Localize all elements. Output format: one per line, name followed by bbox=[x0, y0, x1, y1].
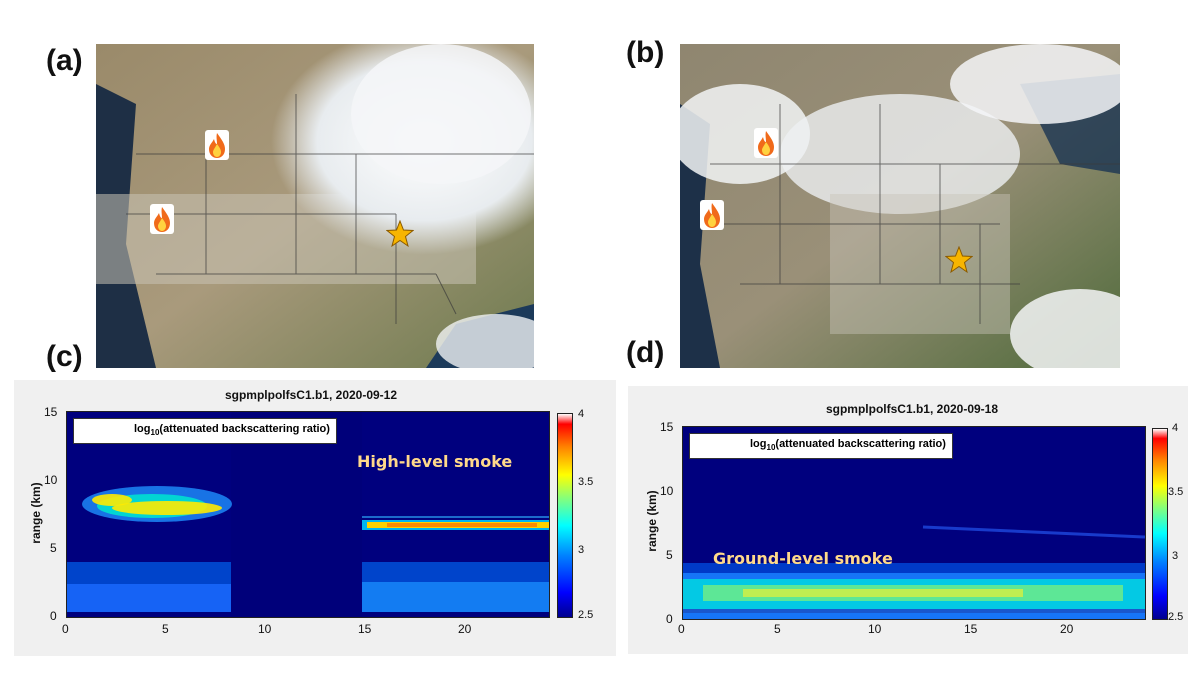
fire-icon-shape bbox=[758, 131, 774, 156]
colorbar-tick: 3 bbox=[1172, 550, 1179, 562]
colorbar-tick: 3.5 bbox=[1168, 486, 1184, 498]
colorbar-tick: 3 bbox=[578, 544, 585, 556]
fire-icon bbox=[205, 130, 229, 160]
fire-icon-shape bbox=[154, 207, 170, 232]
fire-icon-shape bbox=[209, 133, 225, 158]
map-b-image bbox=[680, 44, 1120, 368]
legend-prefix: log bbox=[750, 438, 767, 450]
lidar-legend-c: log10(attenuated backscattering ratio) bbox=[73, 418, 337, 445]
legend-suffix: (attenuated backscattering ratio) bbox=[775, 438, 946, 450]
y-tick-label: 10 bbox=[44, 473, 58, 487]
legend-subscript: 10 bbox=[766, 443, 776, 453]
y-tick-label: 5 bbox=[666, 548, 673, 562]
smoke-annotation-d: Ground-level smoke bbox=[713, 549, 893, 568]
panel-label-a: (a) bbox=[46, 44, 83, 77]
colorbar-tick: 2.5 bbox=[578, 609, 594, 621]
x-tick-label: 20 bbox=[1060, 622, 1074, 636]
x-tick-label: 0 bbox=[62, 622, 69, 636]
x-tick-label: 10 bbox=[258, 622, 272, 636]
y-axis-label-d: range (km) bbox=[645, 490, 659, 552]
colorbar-tick: 4 bbox=[578, 408, 585, 420]
y-tick-label: 0 bbox=[666, 612, 673, 626]
x-tick-label: 15 bbox=[964, 622, 978, 636]
lidar-image-c bbox=[67, 412, 549, 617]
legend-suffix: (attenuated backscattering ratio) bbox=[159, 423, 330, 435]
x-tick-label: 10 bbox=[868, 622, 882, 636]
lidar-panel-d: sgpmplpolfsC1.b1, 2020-09-18 log10(atten… bbox=[628, 386, 1188, 654]
colorbar-tick: 3.5 bbox=[578, 476, 594, 488]
colorbar-tick: 4 bbox=[1172, 422, 1179, 434]
x-tick-label: 5 bbox=[774, 622, 781, 636]
map-a-image bbox=[96, 44, 534, 368]
colorbar-c bbox=[557, 413, 573, 618]
satellite-map-a bbox=[96, 44, 534, 368]
y-tick-label: 10 bbox=[660, 484, 674, 498]
lidar-panel-c: sgpmplpolfsC1.b1, 2020-09-12 log10(atten… bbox=[14, 380, 616, 656]
y-tick-label: 0 bbox=[50, 609, 57, 623]
legend-subscript: 10 bbox=[150, 428, 160, 438]
y-tick-label: 15 bbox=[660, 420, 674, 434]
fire-icon-shape bbox=[704, 203, 720, 228]
lidar-title-d: sgpmplpolfsC1.b1, 2020-09-18 bbox=[825, 402, 999, 416]
lidar-plot-c: log10(attenuated backscattering ratio) H… bbox=[66, 411, 550, 618]
panel-label-d: (d) bbox=[626, 336, 665, 369]
fire-icon bbox=[754, 128, 778, 158]
star-icon bbox=[945, 246, 973, 274]
panel-label-c: (c) bbox=[46, 340, 83, 373]
legend-prefix: log bbox=[134, 423, 151, 435]
lidar-plot-d: log10(attenuated backscattering ratio) G… bbox=[682, 426, 1146, 620]
satellite-map-b bbox=[680, 44, 1120, 368]
y-tick-label: 5 bbox=[50, 541, 57, 555]
y-axis-label-c: range (km) bbox=[29, 482, 43, 544]
smoke-annotation-c: High-level smoke bbox=[357, 452, 513, 471]
x-tick-label: 20 bbox=[458, 622, 472, 636]
x-tick-label: 0 bbox=[678, 622, 685, 636]
colorbar-tick: 2.5 bbox=[1168, 611, 1184, 623]
lidar-title-c: sgpmplpolfsC1.b1, 2020-09-12 bbox=[224, 388, 398, 402]
x-tick-label: 15 bbox=[358, 622, 372, 636]
fire-icon bbox=[700, 200, 724, 230]
lidar-legend-d: log10(attenuated backscattering ratio) bbox=[689, 433, 953, 460]
x-tick-label: 5 bbox=[162, 622, 169, 636]
fire-icon bbox=[150, 204, 174, 234]
y-tick-label: 15 bbox=[44, 405, 58, 419]
panel-label-b: (b) bbox=[626, 36, 665, 69]
star-icon bbox=[386, 220, 414, 248]
colorbar-d bbox=[1152, 428, 1168, 620]
